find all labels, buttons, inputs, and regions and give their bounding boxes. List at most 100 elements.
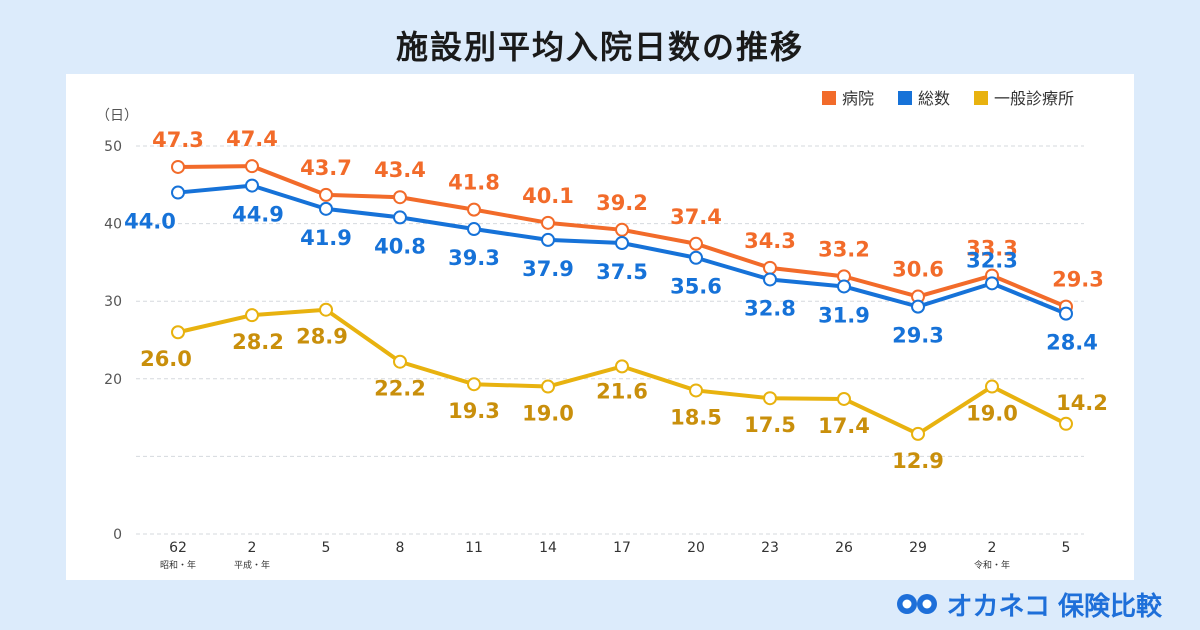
data-label-0: 37.4 bbox=[670, 205, 722, 229]
x-tick-label: 29 bbox=[909, 540, 927, 556]
y-tick-label-30: 30 bbox=[104, 294, 122, 310]
x-tick-label: 11 bbox=[465, 540, 483, 556]
data-point-1 bbox=[1059, 306, 1073, 321]
data-label-2: 28.2 bbox=[232, 330, 284, 354]
legend-swatch-0 bbox=[822, 91, 836, 105]
data-point-0 bbox=[763, 260, 777, 275]
data-label-0: 29.3 bbox=[1052, 268, 1104, 292]
data-point-0 bbox=[393, 190, 407, 205]
data-label-0: 39.2 bbox=[596, 191, 648, 215]
data-point-2 bbox=[393, 354, 407, 369]
data-point-1 bbox=[393, 210, 407, 225]
data-label-1: 44.0 bbox=[124, 210, 176, 234]
x-tick-label: 14 bbox=[539, 540, 557, 556]
data-point-2 bbox=[985, 379, 999, 394]
data-label-1: 35.6 bbox=[670, 275, 722, 299]
data-point-1 bbox=[763, 272, 777, 287]
data-point-1 bbox=[541, 232, 555, 247]
data-label-0: 47.4 bbox=[226, 127, 278, 151]
page-title: 施設別平均入院日数の推移 bbox=[395, 28, 804, 66]
data-point-0 bbox=[171, 159, 185, 174]
brand-name: オカネコ bbox=[946, 591, 1050, 622]
data-point-1 bbox=[689, 250, 703, 265]
x-tick-label: 62 bbox=[169, 540, 187, 556]
data-label-2: 26.0 bbox=[140, 347, 192, 371]
data-label-2: 21.6 bbox=[596, 379, 648, 403]
data-label-2: 19.0 bbox=[522, 402, 574, 426]
data-point-0 bbox=[615, 222, 629, 237]
data-label-0: 34.3 bbox=[744, 229, 796, 253]
data-point-0 bbox=[245, 159, 259, 174]
data-point-0 bbox=[319, 187, 333, 202]
data-label-0: 41.8 bbox=[448, 171, 500, 195]
data-label-2: 17.5 bbox=[744, 413, 796, 437]
data-point-1 bbox=[615, 236, 629, 250]
data-label-0: 47.3 bbox=[152, 128, 204, 152]
y-tick-label-20: 20 bbox=[104, 372, 122, 388]
legend-swatch-2 bbox=[974, 91, 988, 105]
data-label-2: 12.9 bbox=[892, 449, 944, 473]
data-point-1 bbox=[171, 185, 185, 200]
data-point-2 bbox=[541, 379, 555, 394]
data-label-2: 19.0 bbox=[966, 402, 1018, 426]
x-tick-label: 5 bbox=[1062, 540, 1071, 556]
data-point-0 bbox=[689, 236, 703, 251]
x-tick-label: 8 bbox=[396, 540, 405, 556]
data-label-1: 28.4 bbox=[1046, 331, 1098, 355]
data-label-1: 31.9 bbox=[818, 303, 870, 327]
x-tick-label: 23 bbox=[761, 540, 779, 556]
data-label-1: 39.3 bbox=[448, 246, 500, 270]
legend-label-2: 一般診療所 bbox=[994, 89, 1074, 108]
y-tick-label-0: 0 bbox=[113, 527, 122, 543]
line-chart: 0 20 30 40 50 （日） 62 昭和・年 2 平成・年 5 8 11 14 17 20 23 26 29 2… bbox=[96, 89, 1108, 571]
data-point-1 bbox=[985, 276, 999, 291]
data-point-2 bbox=[467, 377, 481, 392]
legend-swatch-1 bbox=[898, 91, 912, 105]
x-tick-label: 26 bbox=[835, 540, 853, 556]
data-label-1: 40.8 bbox=[374, 234, 426, 258]
data-label-2: 22.2 bbox=[374, 377, 426, 401]
y-tick-label-50: 50 bbox=[104, 139, 122, 155]
x-tick-label: 20 bbox=[687, 540, 705, 556]
data-point-0 bbox=[541, 215, 555, 230]
data-point-1 bbox=[245, 178, 259, 193]
data-point-2 bbox=[763, 391, 777, 406]
data-label-0: 33.3 bbox=[966, 237, 1018, 261]
data-label-1: 37.5 bbox=[596, 260, 648, 284]
legend-label-1: 総数 bbox=[918, 89, 950, 108]
y-tick-label-40: 40 bbox=[104, 217, 122, 233]
data-point-0 bbox=[467, 202, 481, 217]
data-point-2 bbox=[171, 325, 185, 340]
chart-panel: 0 20 30 40 50 （日） 62 昭和・年 2 平成・年 5 8 11 14 17 20 23 26 29 2… bbox=[66, 74, 1134, 580]
data-label-0: 30.6 bbox=[892, 258, 944, 282]
data-point-1 bbox=[911, 299, 925, 314]
data-point-2 bbox=[689, 383, 703, 398]
data-point-2 bbox=[245, 308, 259, 323]
data-label-1: 41.9 bbox=[300, 226, 352, 250]
data-point-2 bbox=[837, 391, 851, 406]
x-era-label: 令和・年 bbox=[974, 559, 1010, 571]
x-era-label: 昭和・年 bbox=[160, 559, 196, 571]
data-label-2: 19.3 bbox=[448, 399, 500, 423]
data-label-2: 28.9 bbox=[296, 325, 348, 349]
data-label-0: 40.1 bbox=[522, 184, 574, 208]
data-label-2: 17.4 bbox=[818, 414, 870, 438]
data-point-1 bbox=[319, 201, 333, 216]
data-label-1: 32.8 bbox=[744, 296, 796, 320]
x-tick-label: 17 bbox=[613, 540, 631, 556]
data-label-0: 33.2 bbox=[818, 237, 870, 261]
data-label-0: 43.4 bbox=[374, 158, 426, 182]
data-point-2 bbox=[615, 359, 629, 374]
data-label-2: 14.2 bbox=[1056, 391, 1108, 415]
brand-logo-block[interactable]: オカネコ 保険比較 bbox=[895, 586, 1162, 622]
data-label-0: 43.7 bbox=[300, 156, 352, 180]
data-label-1: 32.3 bbox=[966, 248, 1018, 272]
y-axis-label: （日） bbox=[96, 108, 138, 124]
brand-suffix: 保険比較 bbox=[1057, 591, 1162, 622]
x-tick-label: 2 bbox=[248, 540, 257, 556]
data-point-1 bbox=[467, 222, 481, 237]
x-era-label: 平成・年 bbox=[234, 559, 270, 571]
x-tick-label: 5 bbox=[322, 540, 331, 556]
x-tick-label: 2 bbox=[988, 540, 997, 556]
data-label-1: 37.9 bbox=[522, 257, 574, 281]
